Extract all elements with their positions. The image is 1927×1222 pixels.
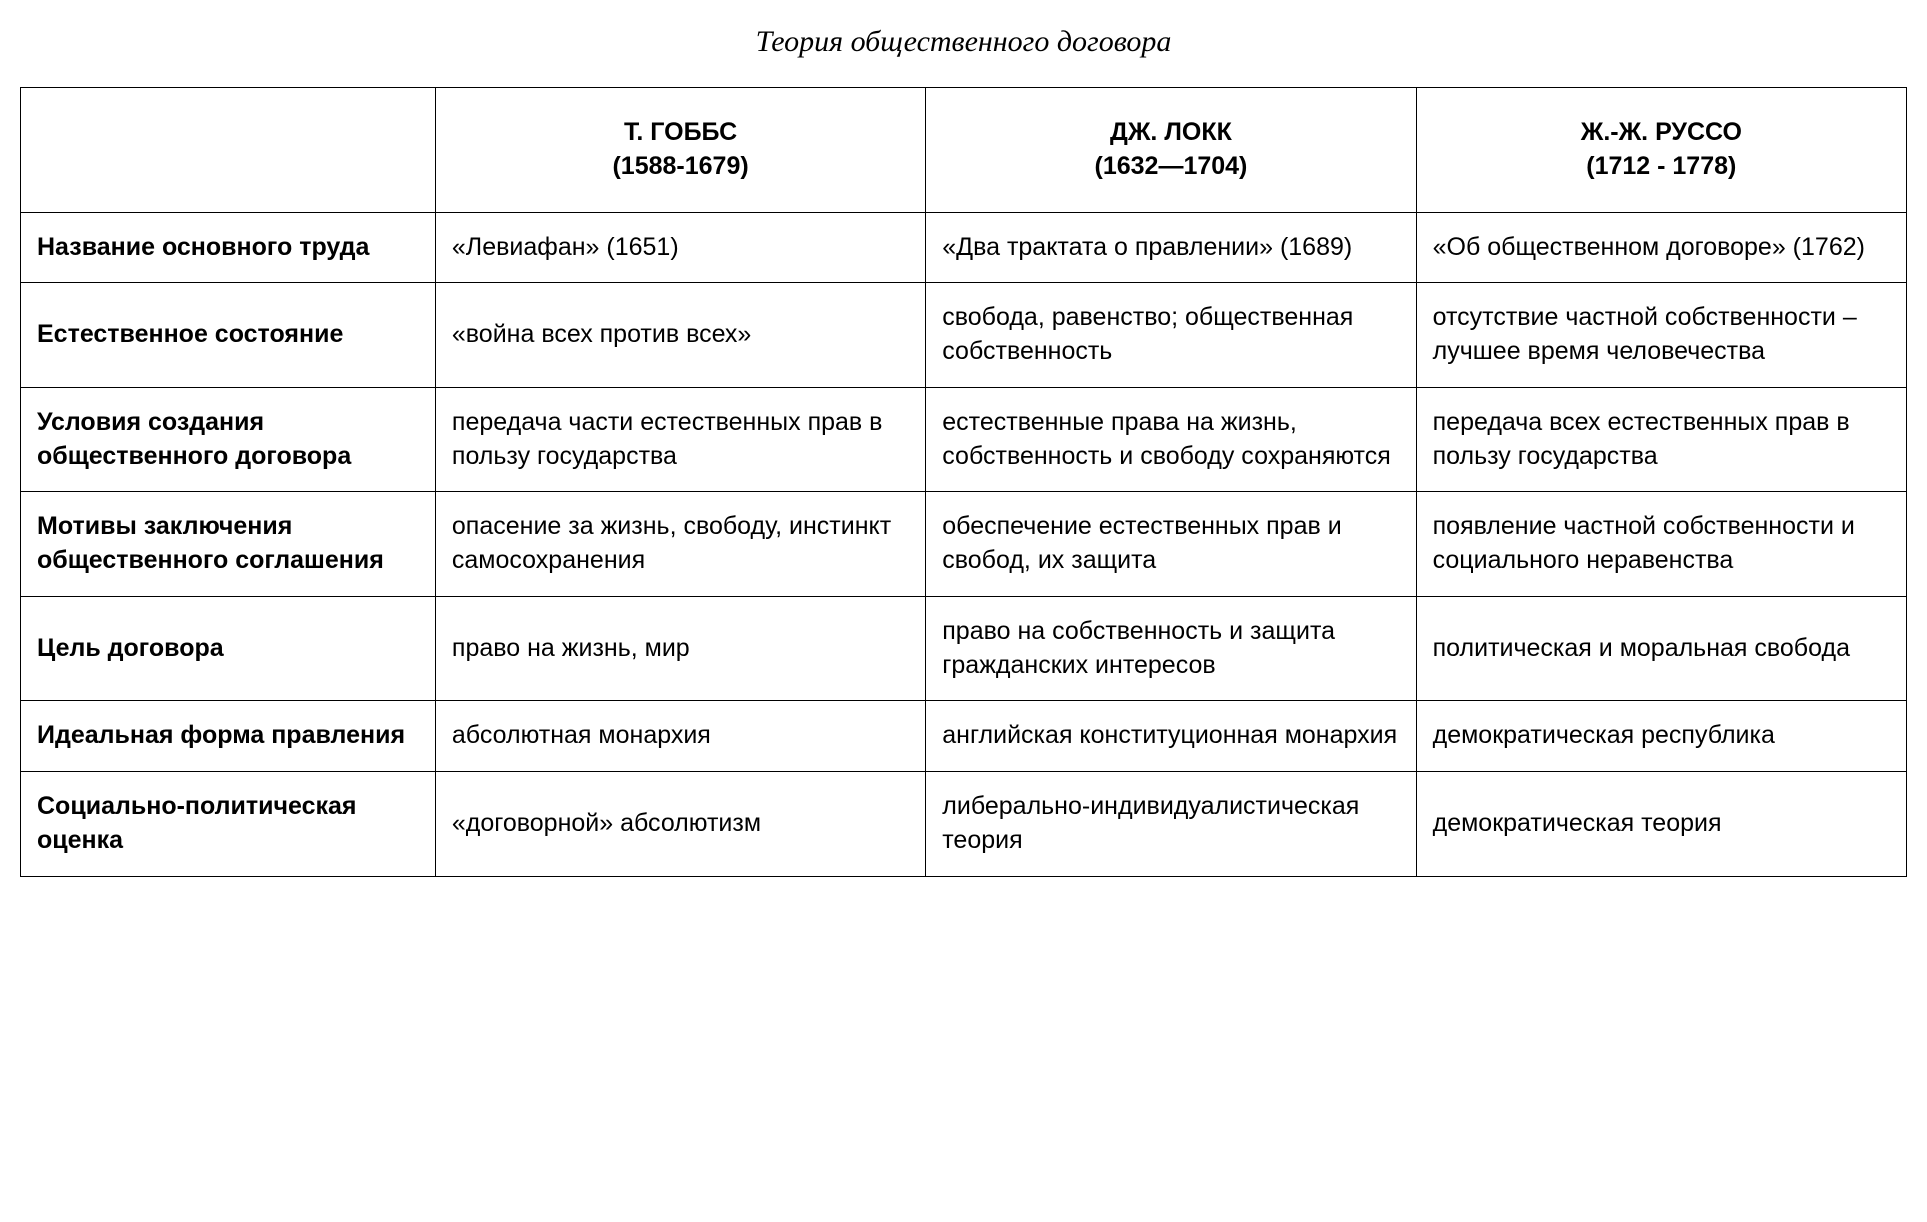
table-cell: демократическая республика [1416, 701, 1906, 772]
table-row: Идеальная форма правления абсолютная мон… [21, 701, 1907, 772]
table-cell: абсолютная монархия [435, 701, 925, 772]
table-row: Условия создания общественного договора … [21, 387, 1907, 492]
row-label: Естественное состояние [21, 283, 436, 388]
table-cell: отсутствие частной собственности – лучше… [1416, 283, 1906, 388]
table-cell: передача всех естественных прав в пользу… [1416, 387, 1906, 492]
table-cell: «Об общественном договоре» (1762) [1416, 212, 1906, 283]
col-header-name: Т. ГОББС [624, 118, 737, 146]
col-header-name: ДЖ. ЛОКК [1110, 118, 1232, 146]
page-title: Теория общественного договора [20, 25, 1907, 59]
col-header-rousseau: Ж.-Ж. РУССО (1712 - 1778) [1416, 88, 1906, 213]
table-cell: «Два трактата о правлении» (1689) [926, 212, 1416, 283]
col-header-locke: ДЖ. ЛОКК (1632—1704) [926, 88, 1416, 213]
row-label: Название основного труда [21, 212, 436, 283]
col-header-dates: (1712 - 1778) [1433, 150, 1890, 184]
table-cell: английская конституционная монархия [926, 701, 1416, 772]
row-label: Цель договора [21, 596, 436, 701]
col-header-hobbes: Т. ГОББС (1588-1679) [435, 88, 925, 213]
table-row: Цель договора право на жизнь, мир право … [21, 596, 1907, 701]
table-cell: демократическая теория [1416, 772, 1906, 877]
table-cell: передача части естественных прав в польз… [435, 387, 925, 492]
table-cell: право на собственность и защита гражданс… [926, 596, 1416, 701]
table-row: Социально-политическая оценка «договорно… [21, 772, 1907, 877]
table-corner-cell [21, 88, 436, 213]
col-header-name: Ж.-Ж. РУССО [1581, 118, 1742, 146]
table-cell: естественные права на жизнь, собственнос… [926, 387, 1416, 492]
comparison-table: Т. ГОББС (1588-1679) ДЖ. ЛОКК (1632—1704… [20, 87, 1907, 877]
table-cell: политическая и моральная свобода [1416, 596, 1906, 701]
table-cell: право на жизнь, мир [435, 596, 925, 701]
table-cell: свобода, равенство; общественная собстве… [926, 283, 1416, 388]
col-header-dates: (1588-1679) [452, 150, 909, 184]
table-cell: появление частной собственности и социал… [1416, 492, 1906, 597]
row-label: Мотивы заключения общественного соглашен… [21, 492, 436, 597]
table-cell: «договорной» абсолютизм [435, 772, 925, 877]
table-row: Естественное состояние «война всех проти… [21, 283, 1907, 388]
table-cell: обеспечение естественных прав и свобод, … [926, 492, 1416, 597]
table-cell: опасение за жизнь, свободу, инстинкт сам… [435, 492, 925, 597]
col-header-dates: (1632—1704) [942, 150, 1399, 184]
row-label: Условия создания общественного договора [21, 387, 436, 492]
table-cell: либерально-индивидуалисти­ческая теория [926, 772, 1416, 877]
table-cell: «война всех против всех» [435, 283, 925, 388]
table-row: Название основного труда «Левиафан» (165… [21, 212, 1907, 283]
row-label: Социально-политическая оценка [21, 772, 436, 877]
table-cell: «Левиафан» (1651) [435, 212, 925, 283]
table-header-row: Т. ГОББС (1588-1679) ДЖ. ЛОКК (1632—1704… [21, 88, 1907, 213]
table-row: Мотивы заключения общественного соглашен… [21, 492, 1907, 597]
row-label: Идеальная форма правления [21, 701, 436, 772]
